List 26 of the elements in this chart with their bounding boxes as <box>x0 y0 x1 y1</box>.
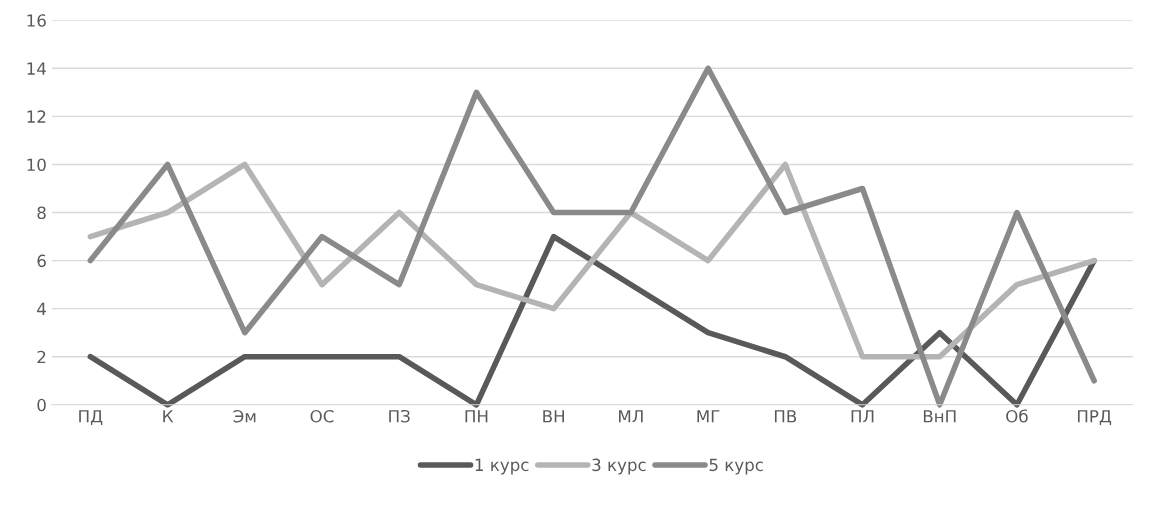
x-tick-label: ПЗ <box>389 409 410 423</box>
x-tick-label: ВнП <box>923 410 956 423</box>
x-tick-label: ПД <box>79 410 103 425</box>
y-tick-label: 4 <box>37 302 46 315</box>
x-tick-label: ПН <box>465 410 488 423</box>
x-tick-label: МГ <box>697 410 720 423</box>
x-tick-label: Об <box>1006 409 1028 423</box>
y-tick-label: 12 <box>27 110 46 123</box>
y-tick-label: 0 <box>37 398 46 412</box>
x-tick-label: ПЛ <box>851 410 874 423</box>
y-tick-label: 16 <box>27 14 46 27</box>
y-tick-label: 8 <box>37 206 46 220</box>
y-tick-label: 14 <box>27 62 46 75</box>
x-tick-label: ПРД <box>1077 410 1112 425</box>
legend-label: 3 курс <box>592 458 646 475</box>
x-tick-label: ПВ <box>774 410 797 423</box>
legend-label: 5 курс <box>709 458 763 475</box>
x-tick-label: ОС <box>310 409 334 423</box>
x-tick-label: Эм <box>233 409 256 423</box>
y-tick-label: 10 <box>27 158 46 172</box>
legend-label: 1 курс <box>475 458 529 475</box>
y-tick-label: 2 <box>37 350 46 364</box>
x-tick-label: К <box>163 410 174 423</box>
y-tick-label: 6 <box>37 254 46 268</box>
x-tick-label: ВН <box>543 410 564 423</box>
x-tick-label: МЛ <box>619 410 643 423</box>
